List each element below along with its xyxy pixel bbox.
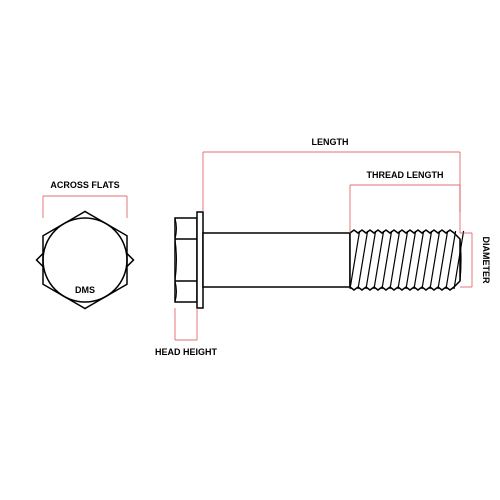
label-dms: DMS bbox=[75, 285, 95, 295]
bolt-flange bbox=[197, 212, 203, 308]
label-thread-length: THREAD LENGTH bbox=[367, 170, 444, 180]
label-across-flats: ACROSS FLATS bbox=[50, 180, 119, 190]
label-length: LENGTH bbox=[312, 137, 349, 147]
bolt-shank bbox=[203, 233, 350, 287]
bolt-head-side bbox=[175, 218, 197, 302]
label-diameter: DIAMETER bbox=[481, 237, 491, 285]
label-head-height: HEAD HEIGHT bbox=[155, 347, 218, 357]
bolt-diagram: ACROSS FLATS DMS LENGTH THREAD LENGTH DIAMET… bbox=[0, 0, 500, 500]
